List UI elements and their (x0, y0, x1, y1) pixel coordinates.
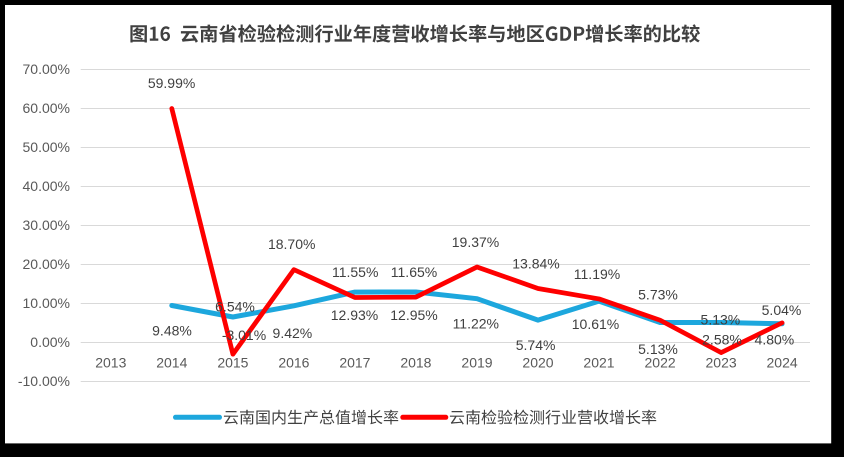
svg-text:2013: 2013 (95, 355, 126, 371)
svg-text:5.13%: 5.13% (638, 341, 678, 357)
svg-text:2021: 2021 (583, 355, 614, 371)
svg-text:2.58%: 2.58% (702, 331, 742, 347)
svg-text:2015: 2015 (217, 355, 248, 371)
svg-text:-10.00%: -10.00% (18, 373, 70, 389)
svg-text:5.73%: 5.73% (638, 287, 678, 303)
svg-text:11.22%: 11.22% (453, 316, 499, 332)
svg-text:40.00%: 40.00% (23, 178, 70, 194)
svg-text:2019: 2019 (461, 355, 492, 371)
svg-text:-3.01%: -3.01% (222, 327, 266, 343)
svg-text:11.19%: 11.19% (574, 266, 620, 282)
svg-text:60.00%: 60.00% (23, 100, 70, 116)
svg-text:5.04%: 5.04% (762, 302, 802, 318)
svg-text:0.00%: 0.00% (30, 334, 70, 350)
svg-text:13.84%: 13.84% (512, 256, 559, 272)
svg-text:12.93%: 12.93% (331, 307, 378, 323)
svg-text:30.00%: 30.00% (23, 217, 70, 233)
svg-text:2017: 2017 (339, 355, 370, 371)
svg-text:9.42%: 9.42% (273, 325, 313, 341)
svg-text:2020: 2020 (522, 355, 553, 371)
svg-text:11.65%: 11.65% (391, 264, 437, 280)
svg-text:20.00%: 20.00% (23, 256, 70, 272)
svg-text:2022: 2022 (645, 355, 676, 371)
svg-text:10.00%: 10.00% (23, 295, 70, 311)
svg-text:19.37%: 19.37% (452, 234, 499, 250)
svg-text:5.74%: 5.74% (516, 337, 556, 353)
svg-text:6.54%: 6.54% (215, 299, 255, 315)
svg-text:18.70%: 18.70% (268, 236, 315, 252)
svg-text:59.99%: 59.99% (148, 75, 195, 91)
svg-text:70.00%: 70.00% (23, 61, 70, 77)
svg-text:12.95%: 12.95% (390, 307, 437, 323)
svg-text:50.00%: 50.00% (23, 139, 70, 155)
svg-text:4.80%: 4.80% (755, 332, 795, 348)
svg-text:11.55%: 11.55% (332, 264, 378, 280)
svg-text:2018: 2018 (400, 355, 431, 371)
svg-text:5.13%: 5.13% (701, 312, 741, 328)
svg-text:9.48%: 9.48% (152, 322, 192, 338)
svg-text:2023: 2023 (706, 355, 737, 371)
svg-text:2016: 2016 (278, 355, 309, 371)
svg-text:10.61%: 10.61% (572, 316, 619, 332)
svg-text:2014: 2014 (156, 355, 187, 371)
svg-text:2024: 2024 (767, 355, 798, 371)
